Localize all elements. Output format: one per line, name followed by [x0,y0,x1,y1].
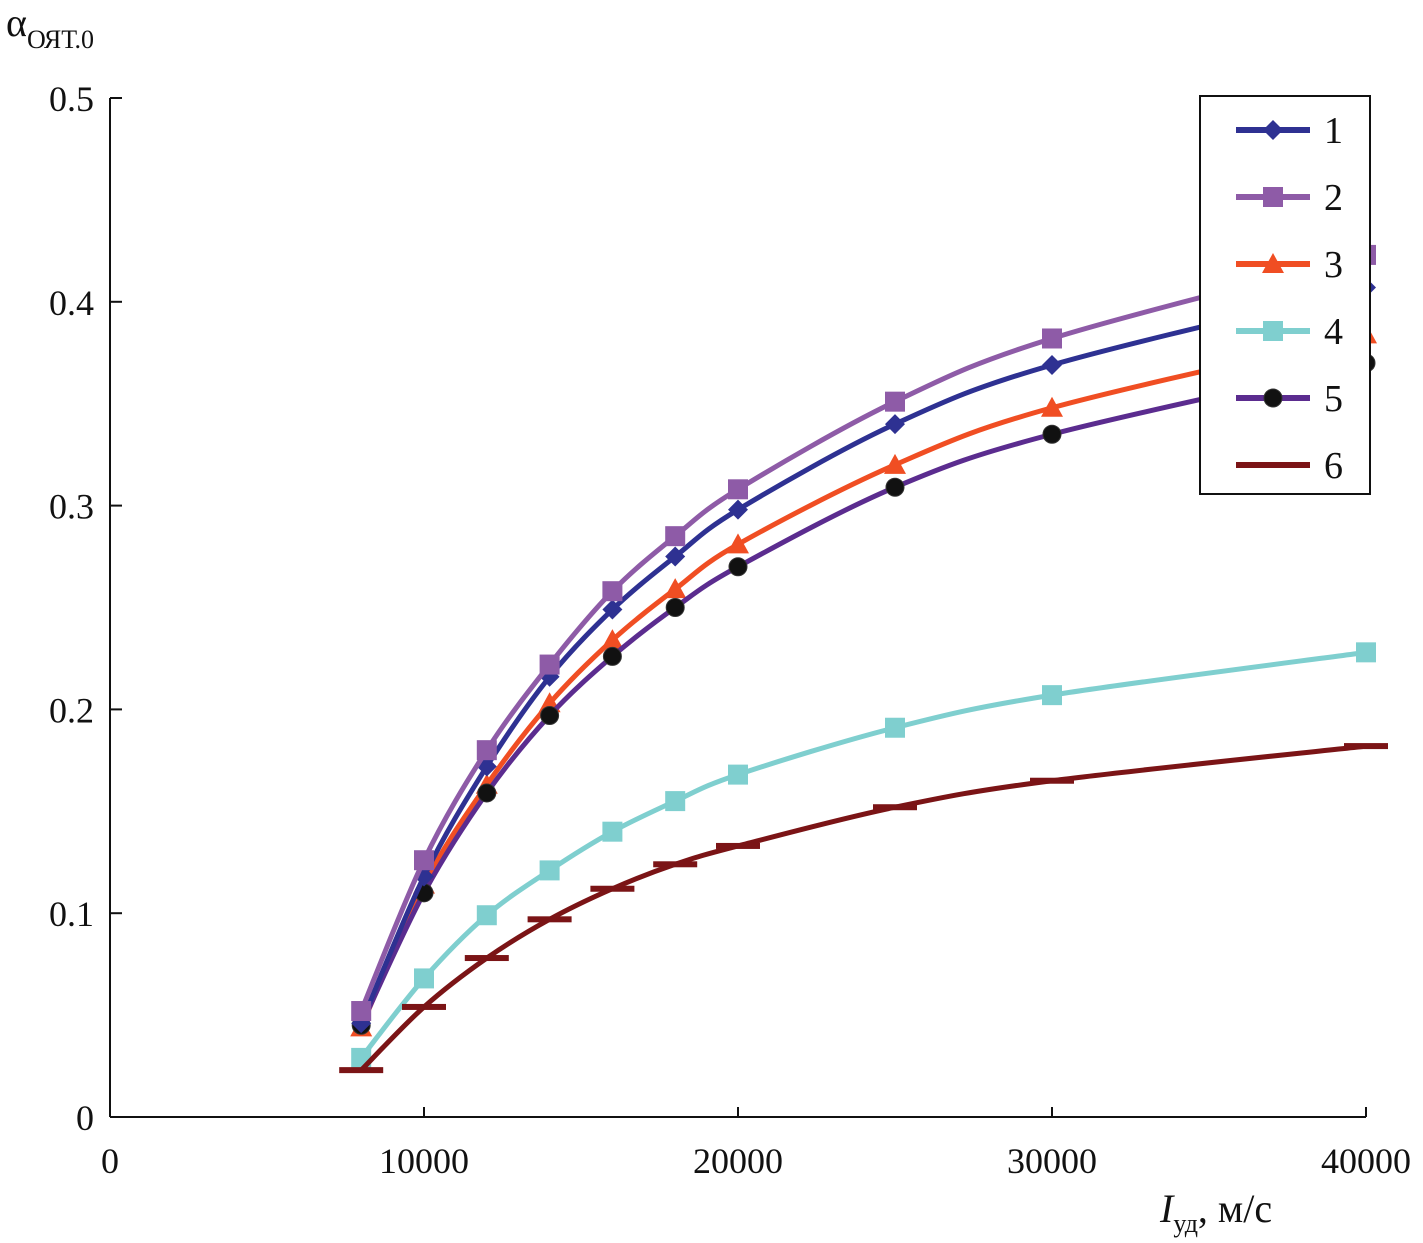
data-point-series-4 [602,821,623,842]
data-point-series-6 [464,955,509,962]
legend-swatch-marker [1263,120,1283,140]
data-point-series-2 [602,581,623,602]
x-tick-label: 10000 [379,1141,469,1181]
data-point-series-6 [1344,743,1388,750]
y-tick-label: 0.5 [49,79,94,119]
y-axis-title: αОЯТ.0 [6,0,94,54]
series-2 [351,244,1376,1022]
data-point-series-3 [664,578,687,599]
legend-swatch-marker [1263,388,1283,408]
x-tick-label: 0 [101,1141,119,1181]
y-tick-label: 0.4 [49,283,94,323]
data-point-series-5 [665,598,685,617]
data-point-series-2 [539,654,560,675]
legend-item-2: 2 [1236,177,1343,219]
series-4 [351,642,1376,1068]
data-point-series-2 [351,1001,372,1022]
data-point-series-2 [885,391,905,412]
legend-item-4: 4 [1236,311,1343,353]
data-point-series-6 [653,861,698,868]
data-point-series-4 [539,860,560,881]
y-tick-label: 0 [76,1098,94,1138]
y-tick-label: 0.2 [49,690,94,730]
y-tick-label: 0.3 [49,487,94,527]
data-point-series-3 [727,533,749,554]
x-tick-label: 30000 [1007,1141,1097,1181]
x-axis-title-sub: уд [1173,1209,1198,1238]
series-line-6 [359,743,1367,1072]
data-point-series-4 [476,905,497,926]
data-point-series-1 [665,546,686,567]
legend: 1 2 3 4 5 6 [1199,95,1371,495]
data-point-series-2 [728,479,748,500]
data-point-series-2 [665,526,686,547]
y-axis-title-sub: ОЯТ.0 [27,25,94,54]
data-point-series-4 [1042,685,1062,706]
data-point-series-4 [1356,642,1376,663]
data-point-series-5 [477,783,497,803]
y-axis-title-main: α [6,0,27,45]
data-point-series-3 [1041,396,1063,417]
data-point-series-5 [602,646,622,666]
legend-swatch-marker [1262,253,1284,273]
data-point-series-3 [601,629,624,650]
legend-item-3: 3 [1236,244,1343,286]
x-axis-title-unit: , м/с [1198,1186,1272,1231]
data-point-series-6 [873,804,917,811]
data-point-series-4 [665,791,686,812]
data-point-series-3 [884,453,906,474]
data-point-series-5 [540,706,560,726]
data-point-series-6 [339,1067,384,1074]
data-point-series-6 [527,916,572,923]
data-point-series-2 [476,740,497,761]
legend-label: 5 [1324,378,1343,420]
x-axis-title: Iуд, м/с [1159,1186,1272,1238]
data-point-series-6 [716,842,760,849]
data-point-series-4 [414,968,434,989]
legend-label: 6 [1324,445,1343,487]
data-point-series-1 [602,599,623,620]
data-point-series-4 [728,764,748,785]
data-point-series-2 [1042,328,1062,349]
x-ticks: 0 10000 20000 30000 40000 [101,1107,1411,1181]
x-axis-title-main: I [1159,1186,1175,1231]
legend-swatch-marker [1263,321,1283,341]
data-point-series-4 [885,717,905,738]
legend-box [1199,95,1371,495]
x-tick-label: 20000 [693,1141,783,1181]
series-6 [339,743,1388,1074]
y-tick-label: 0.1 [49,894,94,934]
legend-label: 3 [1324,244,1343,286]
data-point-series-1 [1042,354,1062,375]
data-point-series-5 [1042,424,1062,444]
data-point-series-6 [402,1003,446,1010]
data-point-series-5 [885,477,905,497]
data-point-series-6 [590,885,635,892]
data-point-series-1 [885,414,905,435]
legend-swatch-marker [1263,187,1283,207]
legend-label: 1 [1324,110,1343,152]
data-point-series-6 [1030,777,1074,784]
x-tick-label: 40000 [1321,1141,1411,1181]
data-point-series-5 [728,557,748,577]
axes [109,98,1366,1118]
legend-label: 2 [1324,177,1343,219]
legend-item-6: 6 [1236,445,1343,487]
y-ticks: 0 0.1 0.2 0.3 0.4 0.5 [49,79,122,1138]
legend-item-5: 5 [1236,378,1343,420]
legend-item-1: 1 [1236,110,1343,152]
data-point-series-2 [414,850,434,871]
legend-label: 4 [1324,311,1343,353]
data-point-series-1 [728,499,748,520]
